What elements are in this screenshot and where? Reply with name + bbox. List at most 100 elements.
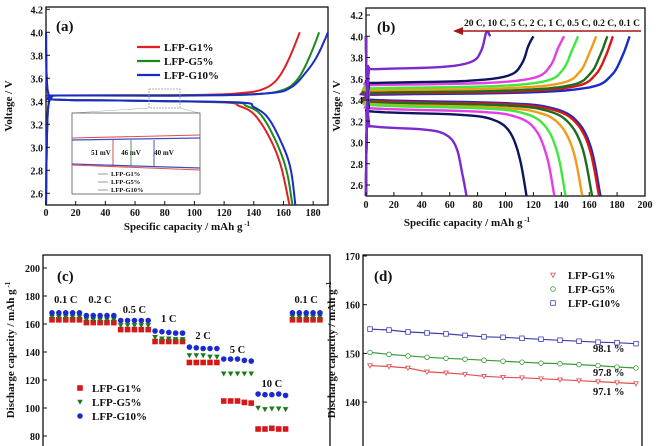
panel-d-point-LFP-G5% xyxy=(519,359,525,365)
panel-a-xlabel-superscript: -1 xyxy=(242,220,250,228)
panel-c-point-LFP-G5% xyxy=(104,317,110,323)
panel-c-point-LFP-G10% xyxy=(165,329,172,336)
panel-c-point-LFP-G10% xyxy=(117,317,124,324)
panel-c-point-LFP-G10% xyxy=(234,356,241,362)
panel-c-point-LFP-G10% xyxy=(275,391,282,397)
panel-d-ytick-label: 160 xyxy=(345,301,360,312)
panel-c-point-LFP-G1% xyxy=(200,359,206,366)
panel-b-xtick-label: 140 xyxy=(554,200,569,211)
panel-c-ytick-label: 200 xyxy=(25,264,40,275)
panel-c-point-LFP-G10% xyxy=(317,310,323,316)
panel-c-ylabel: Discharge capacity / mAh g -1 xyxy=(4,281,17,418)
panel-a-xtick-label: 0 xyxy=(44,208,49,219)
panel-c-plot-area xyxy=(42,254,331,446)
panel-c-point-LFP-G5% xyxy=(227,371,234,377)
panel-c-point-LFP-G1% xyxy=(165,338,172,345)
panel-c-point-LFP-G1% xyxy=(145,326,151,333)
panel-c-point-LFP-G5% xyxy=(310,314,316,320)
panel-a-legend-label: LFP-G10% xyxy=(164,70,219,82)
panel-c-point-LFP-G5% xyxy=(220,371,227,377)
panel-b-ytick-label: 3.6 xyxy=(351,75,364,86)
panel-c-point-LFP-G10% xyxy=(303,310,309,316)
panel-c-ytick-label: 140 xyxy=(25,348,40,359)
panel-d-ytick-label: 150 xyxy=(345,349,360,360)
panel-c-legend-label: LFP-G5% xyxy=(92,397,142,409)
panel-d-point-LFP-G1% xyxy=(386,364,392,370)
panel-c-point-LFP-G10% xyxy=(138,317,145,324)
panel-b-charge-curve-10 C xyxy=(364,35,535,196)
panel-d-point-LFP-G1% xyxy=(614,380,620,386)
panel-a-xtick-label: 60 xyxy=(130,208,140,219)
panel-c-ytick-label: 160 xyxy=(25,320,40,331)
panel-b-discharge-curve-10 C xyxy=(364,36,528,196)
panel-c-point-LFP-G5% xyxy=(124,323,131,329)
panel-c-point-LFP-G10% xyxy=(220,356,227,362)
panel-d-ylabel-superscript: -1 xyxy=(325,281,333,289)
panel-c-point-LFP-G10% xyxy=(248,358,255,364)
panel-a-plot-area xyxy=(45,6,329,206)
panel-c-point-LFP-G5% xyxy=(193,353,200,359)
panel-b-rate-annotation: 20 C, 10 C, 5 C, 2 C, 1 C, 0.5 C, 0.2 C,… xyxy=(464,19,640,29)
panel-d-point-LFP-G10% xyxy=(519,335,525,342)
inset-legend-label: LFP-G10% xyxy=(111,187,144,194)
panel-d-point-LFP-G1% xyxy=(633,381,639,387)
panel-b-ytick-label: 4.2 xyxy=(351,11,364,22)
panel-a-charge-curve-LFP-G10% xyxy=(45,31,329,205)
panel-c-point-LFP-G5% xyxy=(172,337,179,343)
panel-c-point-LFP-G1% xyxy=(282,426,289,432)
panel-d-legend-label: LFP-G10% xyxy=(568,299,621,310)
panel-d-point-LFP-G10% xyxy=(462,332,468,339)
panel-a-zoom-region xyxy=(148,88,181,109)
panel-c-point-LFP-G10% xyxy=(255,391,261,397)
panel-c-legend-marker xyxy=(77,399,83,405)
panel-c-rate-label: 0.1 C xyxy=(295,295,318,306)
panel-d-point-LFP-G10% xyxy=(595,339,601,345)
panel-c-point-LFP-G10% xyxy=(131,317,138,324)
panel-c-point-LFP-G5% xyxy=(248,371,255,377)
panel-b-xtick-label: 120 xyxy=(526,200,541,211)
panel-d-point-LFP-G1% xyxy=(576,378,582,384)
panel-a-xtick-label: 160 xyxy=(276,208,291,219)
panel-d-point-LFP-G5% xyxy=(633,365,639,371)
panel-c-point-LFP-G5% xyxy=(56,314,62,320)
panel-c-point-LFP-G5% xyxy=(165,336,172,342)
panel-a-ytick-label: 3.2 xyxy=(31,120,44,131)
panel-c-point-LFP-G10% xyxy=(124,317,131,324)
panel-d-point-LFP-G5% xyxy=(424,354,430,360)
panel-c-point-LFP-G1% xyxy=(255,426,261,432)
panel-c-legend-marker xyxy=(77,413,83,419)
panel-d-ylabel: Discharge capacity / mAh g -1 xyxy=(325,281,338,418)
panel-c-point-LFP-G1% xyxy=(207,359,213,366)
panel-b-discharge-curve-20 C xyxy=(364,36,468,196)
panel-c-point-LFP-G10% xyxy=(49,310,55,316)
panel-d-point-LFP-G5% xyxy=(443,355,449,361)
panel-d-point-LFP-G10% xyxy=(481,334,487,340)
panel-d-point-LFP-G1% xyxy=(462,372,468,378)
panel-c-point-LFP-G5% xyxy=(275,406,282,412)
panel-d-point-LFP-G5% xyxy=(614,364,620,370)
panel-d-point-LFP-G10% xyxy=(576,338,582,344)
panel-c-point-LFP-G10% xyxy=(90,312,97,319)
panel-b-xtick-label: 40 xyxy=(417,200,427,211)
panel-c-point-LFP-G1% xyxy=(76,317,83,323)
panel-d-point-LFP-G1% xyxy=(367,363,373,369)
panel-d-point-LFP-G10% xyxy=(557,337,563,343)
panel-c-point-LFP-G10% xyxy=(262,391,268,398)
panel-a-xlabel: Specific capacity / mAh g -1 xyxy=(124,220,251,233)
panel-c-point-LFP-G5% xyxy=(200,353,206,359)
panel-c-rate-label: 0.2 C xyxy=(88,295,111,306)
panel-a-ytick-label: 3.6 xyxy=(31,74,44,85)
panel-c-point-LFP-G5% xyxy=(138,323,145,329)
inset-legend-label: LFP-G5% xyxy=(111,179,140,186)
panel-d-legend-marker xyxy=(550,300,556,306)
panel-c-point-LFP-G5% xyxy=(62,314,69,320)
panel-d-point-LFP-G10% xyxy=(614,339,620,346)
panel-d-retention-label: 97.8 % xyxy=(593,368,625,379)
panel-d-point-LFP-G1% xyxy=(557,377,563,383)
panel-c-label: (c) xyxy=(57,269,74,285)
panel-c-point-LFP-G1% xyxy=(220,398,227,404)
panel-a-ytick-label: 3.8 xyxy=(31,51,44,62)
panel-c-point-LFP-G5% xyxy=(186,353,193,359)
panel-a-ytick-label: 3.0 xyxy=(31,143,44,154)
panel-d-point-LFP-G10% xyxy=(500,334,506,341)
